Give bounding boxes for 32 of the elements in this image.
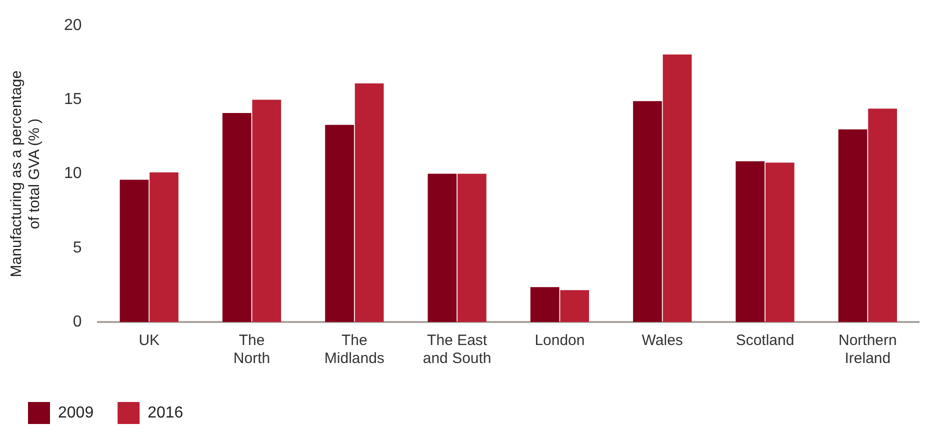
bar (354, 83, 384, 322)
bar (736, 161, 765, 322)
x-tick-label: Wales (642, 332, 683, 350)
legend-label: 2016 (148, 404, 184, 422)
y-tick-label: 20 (64, 17, 82, 34)
y-tick-label: 0 (72, 313, 82, 330)
bar (868, 108, 897, 322)
x-tick-label: Scotland (736, 332, 794, 350)
bar (662, 54, 692, 322)
bar (765, 162, 794, 322)
bar (222, 113, 252, 322)
bar (838, 129, 868, 322)
x-tick-label: London (534, 332, 585, 350)
x-tick-label: The North (233, 332, 270, 368)
x-tick-label: The Midlands (324, 332, 384, 368)
bar (252, 100, 282, 322)
bar (428, 174, 457, 322)
bar (150, 172, 178, 322)
y-axis-title: Manufacturing as a percentage of total GVA (% ) (8, 70, 44, 278)
bar (560, 290, 590, 322)
y-tick-label: 15 (64, 91, 82, 108)
y-tick-label: 5 (72, 239, 82, 256)
bar (325, 124, 354, 322)
bar (633, 101, 662, 322)
x-tick-label: The East and South (422, 332, 492, 368)
x-tick-label: UK (138, 332, 160, 350)
x-tick-label: Northern Ireland (838, 332, 897, 368)
bar (120, 180, 149, 322)
legend-label: 2009 (58, 404, 94, 422)
bar (458, 174, 486, 322)
y-tick-label: 10 (64, 165, 82, 182)
bar (530, 287, 560, 322)
